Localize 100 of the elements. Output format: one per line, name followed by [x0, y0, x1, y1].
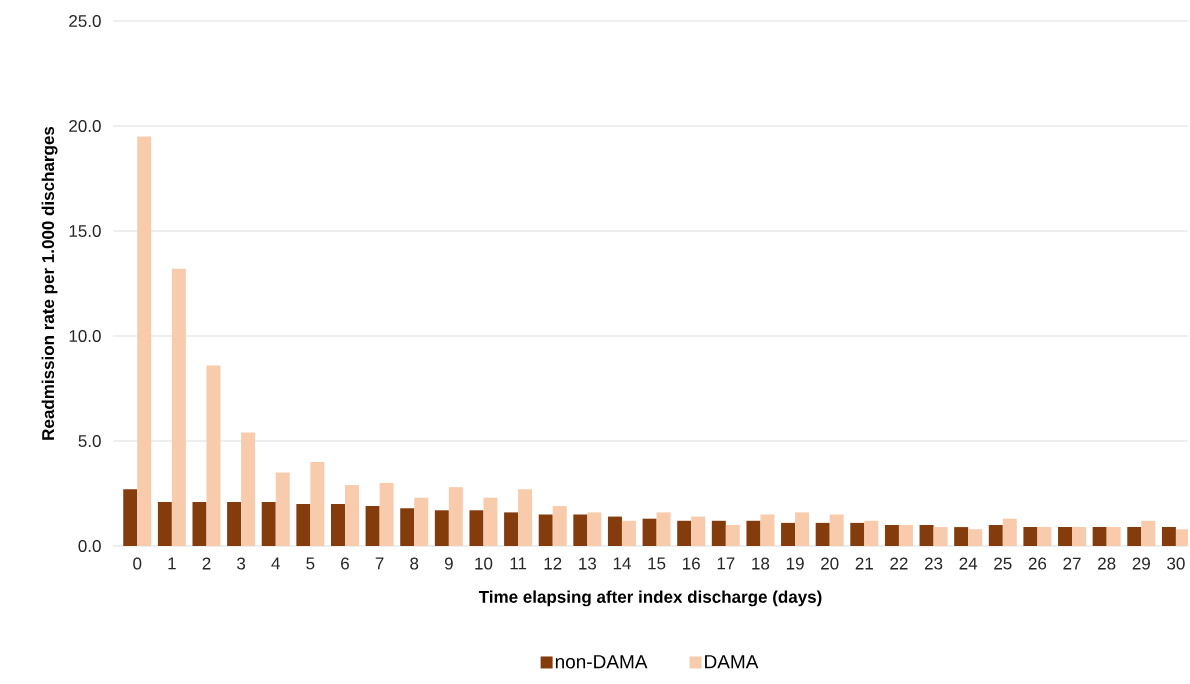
y-axis-title: Readmission rate per 1.000 discharges [41, 126, 58, 440]
x-tick-label: 5 [306, 557, 315, 570]
bar [642, 518, 657, 546]
bar [469, 510, 484, 546]
bar [123, 489, 138, 546]
bar [518, 489, 533, 546]
x-tick-label: 9 [444, 557, 453, 570]
x-tick-label: 7 [375, 557, 384, 570]
bar [275, 472, 290, 546]
bar [414, 497, 429, 546]
x-tick-label: 21 [855, 557, 873, 570]
bar [552, 506, 567, 546]
x-tick-label: 17 [717, 557, 735, 570]
bar [483, 497, 498, 546]
bar [988, 524, 1003, 546]
x-tick-label: 4 [271, 557, 280, 570]
bar [261, 501, 276, 546]
bar [365, 506, 380, 546]
bar [898, 524, 913, 546]
bar [795, 512, 810, 546]
x-tick-label: 25 [994, 557, 1012, 570]
x-axis-title: Time elapsing after index discharge (days) [478, 590, 822, 607]
x-tick-label: 24 [959, 557, 978, 570]
bar [206, 365, 221, 546]
bar [157, 501, 172, 546]
bar [192, 501, 207, 546]
bar [864, 520, 879, 546]
bar [711, 520, 726, 546]
bar [538, 514, 553, 546]
bar [656, 512, 671, 546]
bar [330, 503, 345, 546]
x-tick-label: 20 [821, 557, 839, 570]
bar [691, 516, 706, 546]
x-tick-label: 10 [475, 557, 493, 570]
x-tick-label: 15 [648, 557, 666, 570]
bar [968, 529, 983, 546]
y-tick-label: 5.0 [78, 434, 101, 448]
bar [379, 482, 394, 546]
y-tick-label: 0.0 [78, 539, 101, 553]
bar [760, 514, 775, 546]
x-tick-label: 26 [1028, 557, 1047, 570]
y-tick-label: 15.0 [69, 224, 101, 238]
bar [1092, 527, 1107, 546]
x-tick-label: 22 [890, 557, 908, 570]
bar [434, 510, 449, 546]
bar [1141, 520, 1156, 546]
bar [1002, 518, 1017, 546]
x-tick-label: 30 [1167, 557, 1185, 570]
bar [919, 524, 934, 546]
bar [1058, 527, 1073, 546]
x-tick-label: 3 [237, 557, 246, 570]
y-tick-label: 10.0 [69, 329, 101, 343]
x-tick-label: 11 [510, 557, 527, 570]
x-tick-label: 27 [1063, 557, 1081, 570]
x-tick-label: 28 [1098, 557, 1116, 570]
y-tick-label: 25.0 [69, 14, 101, 28]
bar [587, 512, 602, 546]
bar [815, 522, 830, 546]
bar [1127, 527, 1142, 546]
bar [1106, 527, 1121, 546]
bar [933, 527, 948, 546]
bar [504, 512, 519, 546]
x-tick-label: 0 [133, 557, 142, 570]
legend-label: non-DAMA [555, 655, 648, 669]
bar [1175, 529, 1189, 546]
x-tick-label: 16 [683, 557, 700, 570]
bar [171, 268, 186, 546]
bar [725, 524, 740, 546]
bar [677, 520, 692, 546]
bar [1161, 527, 1176, 546]
x-tick-label: 23 [924, 557, 943, 570]
bar [1023, 527, 1038, 546]
bar [448, 487, 463, 546]
bar [621, 520, 636, 546]
bar [241, 432, 256, 546]
bar [310, 461, 325, 546]
legend-label: DAMA [705, 655, 759, 669]
bar [954, 527, 969, 546]
bar [607, 516, 622, 546]
bar [884, 524, 899, 546]
bar [573, 514, 588, 546]
x-tick-label: 19 [786, 557, 804, 570]
bar [344, 485, 359, 546]
x-tick-label: 14 [613, 557, 631, 570]
x-tick-label: 1 [168, 557, 176, 570]
x-tick-label: 13 [579, 557, 597, 570]
x-tick-label: 2 [202, 557, 211, 570]
bar [829, 514, 844, 546]
x-tick-label: 18 [752, 557, 770, 570]
bar [781, 522, 796, 546]
bar [1037, 527, 1052, 546]
bar [1072, 527, 1087, 546]
x-tick-label: 8 [410, 557, 419, 570]
bar [296, 503, 311, 546]
x-tick-label: 12 [544, 557, 562, 570]
x-tick-label: 6 [341, 557, 349, 570]
bar [137, 136, 152, 546]
bar [400, 508, 415, 546]
y-tick-label: 20.0 [69, 119, 101, 133]
x-tick-label: 29 [1132, 557, 1150, 570]
